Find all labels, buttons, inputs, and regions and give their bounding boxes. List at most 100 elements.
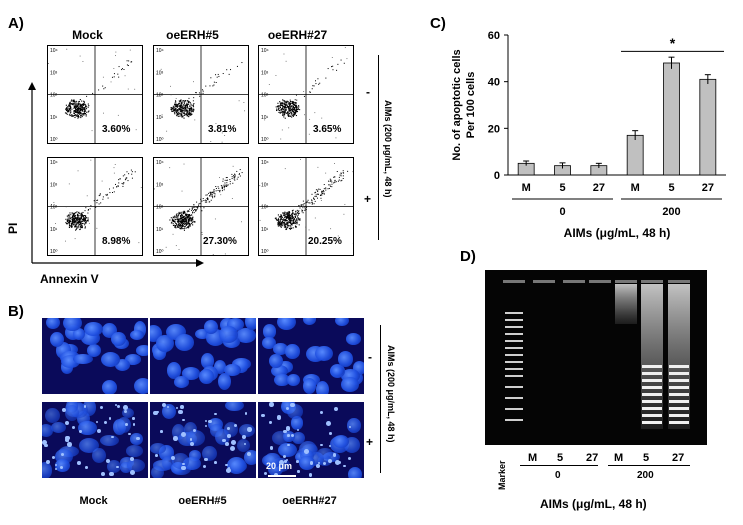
nucleus [346,333,362,346]
nucleus [99,435,119,447]
apoptotic-body [348,425,352,429]
apoptotic-body [45,459,51,465]
ladder-band [505,340,523,342]
nucleus [129,329,145,341]
apoptotic-body [172,436,178,441]
gel-well [503,280,525,283]
chart-y-tick-label: 20 [488,123,500,135]
nucleus [352,361,364,375]
ladder-band [505,368,523,370]
gel-smear [668,284,690,429]
apoptotic-body [230,446,236,452]
ladder-band [505,333,523,335]
apoptotic-body [283,429,287,434]
apoptotic-body [161,402,167,407]
apoptotic-body [109,471,114,477]
nucleus [174,333,195,351]
svg-text:10³: 10³ [261,70,269,76]
flow-plot-mock-treated: 10⁰ 10¹ 10² 10³ 10⁴ [47,157,143,256]
apoptotic-body [111,435,114,439]
svg-text:10²: 10² [261,93,269,99]
nucleus [72,328,85,341]
apoptotic-body [60,452,65,457]
flow-plot-oeerh27-treated: 10⁰ 10¹ 10² 10³ 10⁴ [258,157,354,256]
apoptotic-body [84,405,87,408]
svg-text:10³: 10³ [261,182,269,188]
ladder-band [505,386,523,388]
nucleus [120,461,133,474]
apoptotic-body [178,409,184,415]
apoptotic-body [261,413,266,418]
nucleus [314,345,333,362]
fragment-band [642,407,662,410]
apoptotic-body [100,405,104,410]
apoptotic-body [319,410,323,414]
nucleus [122,407,135,418]
apoptotic-body [308,473,312,477]
apoptotic-body [51,455,56,460]
apoptotic-body [283,460,287,464]
nucleus [44,407,60,424]
apoptotic-body [283,455,287,459]
apoptotic-body [167,406,170,409]
nucleus [338,351,354,367]
svg-text:10³: 10³ [156,70,164,76]
nucleus [332,435,349,449]
apoptotic-body [182,462,185,466]
apoptotic-body [116,466,119,469]
apoptotic-body [245,412,248,415]
apoptotic-body [42,440,47,445]
panel-d-marker-label: Marker [497,460,507,490]
apoptotic-body [247,427,253,432]
gel-well [533,280,555,283]
panel-a-x-axis-label: Annexin V [40,272,99,286]
fragment-band [669,379,689,382]
nucleus [225,402,244,411]
nucleus [55,459,71,472]
panel-d-x-axis-label: AIMs (μg/mL, 48 h) [540,497,647,511]
nucleus [199,368,214,384]
ladder-band [505,326,523,328]
apoptotic-body [303,448,309,454]
apoptotic-body [291,433,295,437]
apoptotic-body [296,428,300,432]
nucleus [110,331,126,347]
apoptotic-body [297,470,300,473]
nucleus [107,460,122,473]
apoptotic-body [246,451,252,457]
apoptotic-body [285,458,288,461]
apoptotic-body [60,466,63,470]
significance-star: * [670,35,676,51]
nucleus [217,372,231,390]
nucleus [156,334,174,352]
apoptotic-body [230,440,236,446]
nucleus [287,374,301,386]
nucleus [347,466,363,478]
nucleus [92,447,106,463]
apoptotic-body [106,459,111,464]
nucleus [300,450,314,462]
panel-d-group-label-0: 0 [555,470,561,481]
nucleus [185,429,205,446]
panel-b-sign-minus: - [368,350,372,364]
svg-text:10¹: 10¹ [261,115,269,121]
nucleus [299,455,315,470]
scale-bar-label: 20 μm [266,461,293,471]
nucleus [126,459,146,473]
micrograph-mock-treated [42,402,148,478]
apoptotic-body [332,452,337,457]
ladder-band [505,347,523,349]
scale-bar [268,475,296,477]
nucleus [323,451,341,463]
nucleus [171,453,190,469]
gel-well [589,280,611,283]
apoptotic-body [309,461,313,465]
panel-a-title-oeerh27: oeERH#27 [267,28,328,42]
apoptotic-body [171,455,175,460]
apoptotic-body [243,442,246,445]
gel-well [615,280,637,283]
apoptotic-body [208,419,212,424]
fragment-band [642,386,662,389]
fragment-band [669,414,689,417]
nucleus [334,318,349,327]
